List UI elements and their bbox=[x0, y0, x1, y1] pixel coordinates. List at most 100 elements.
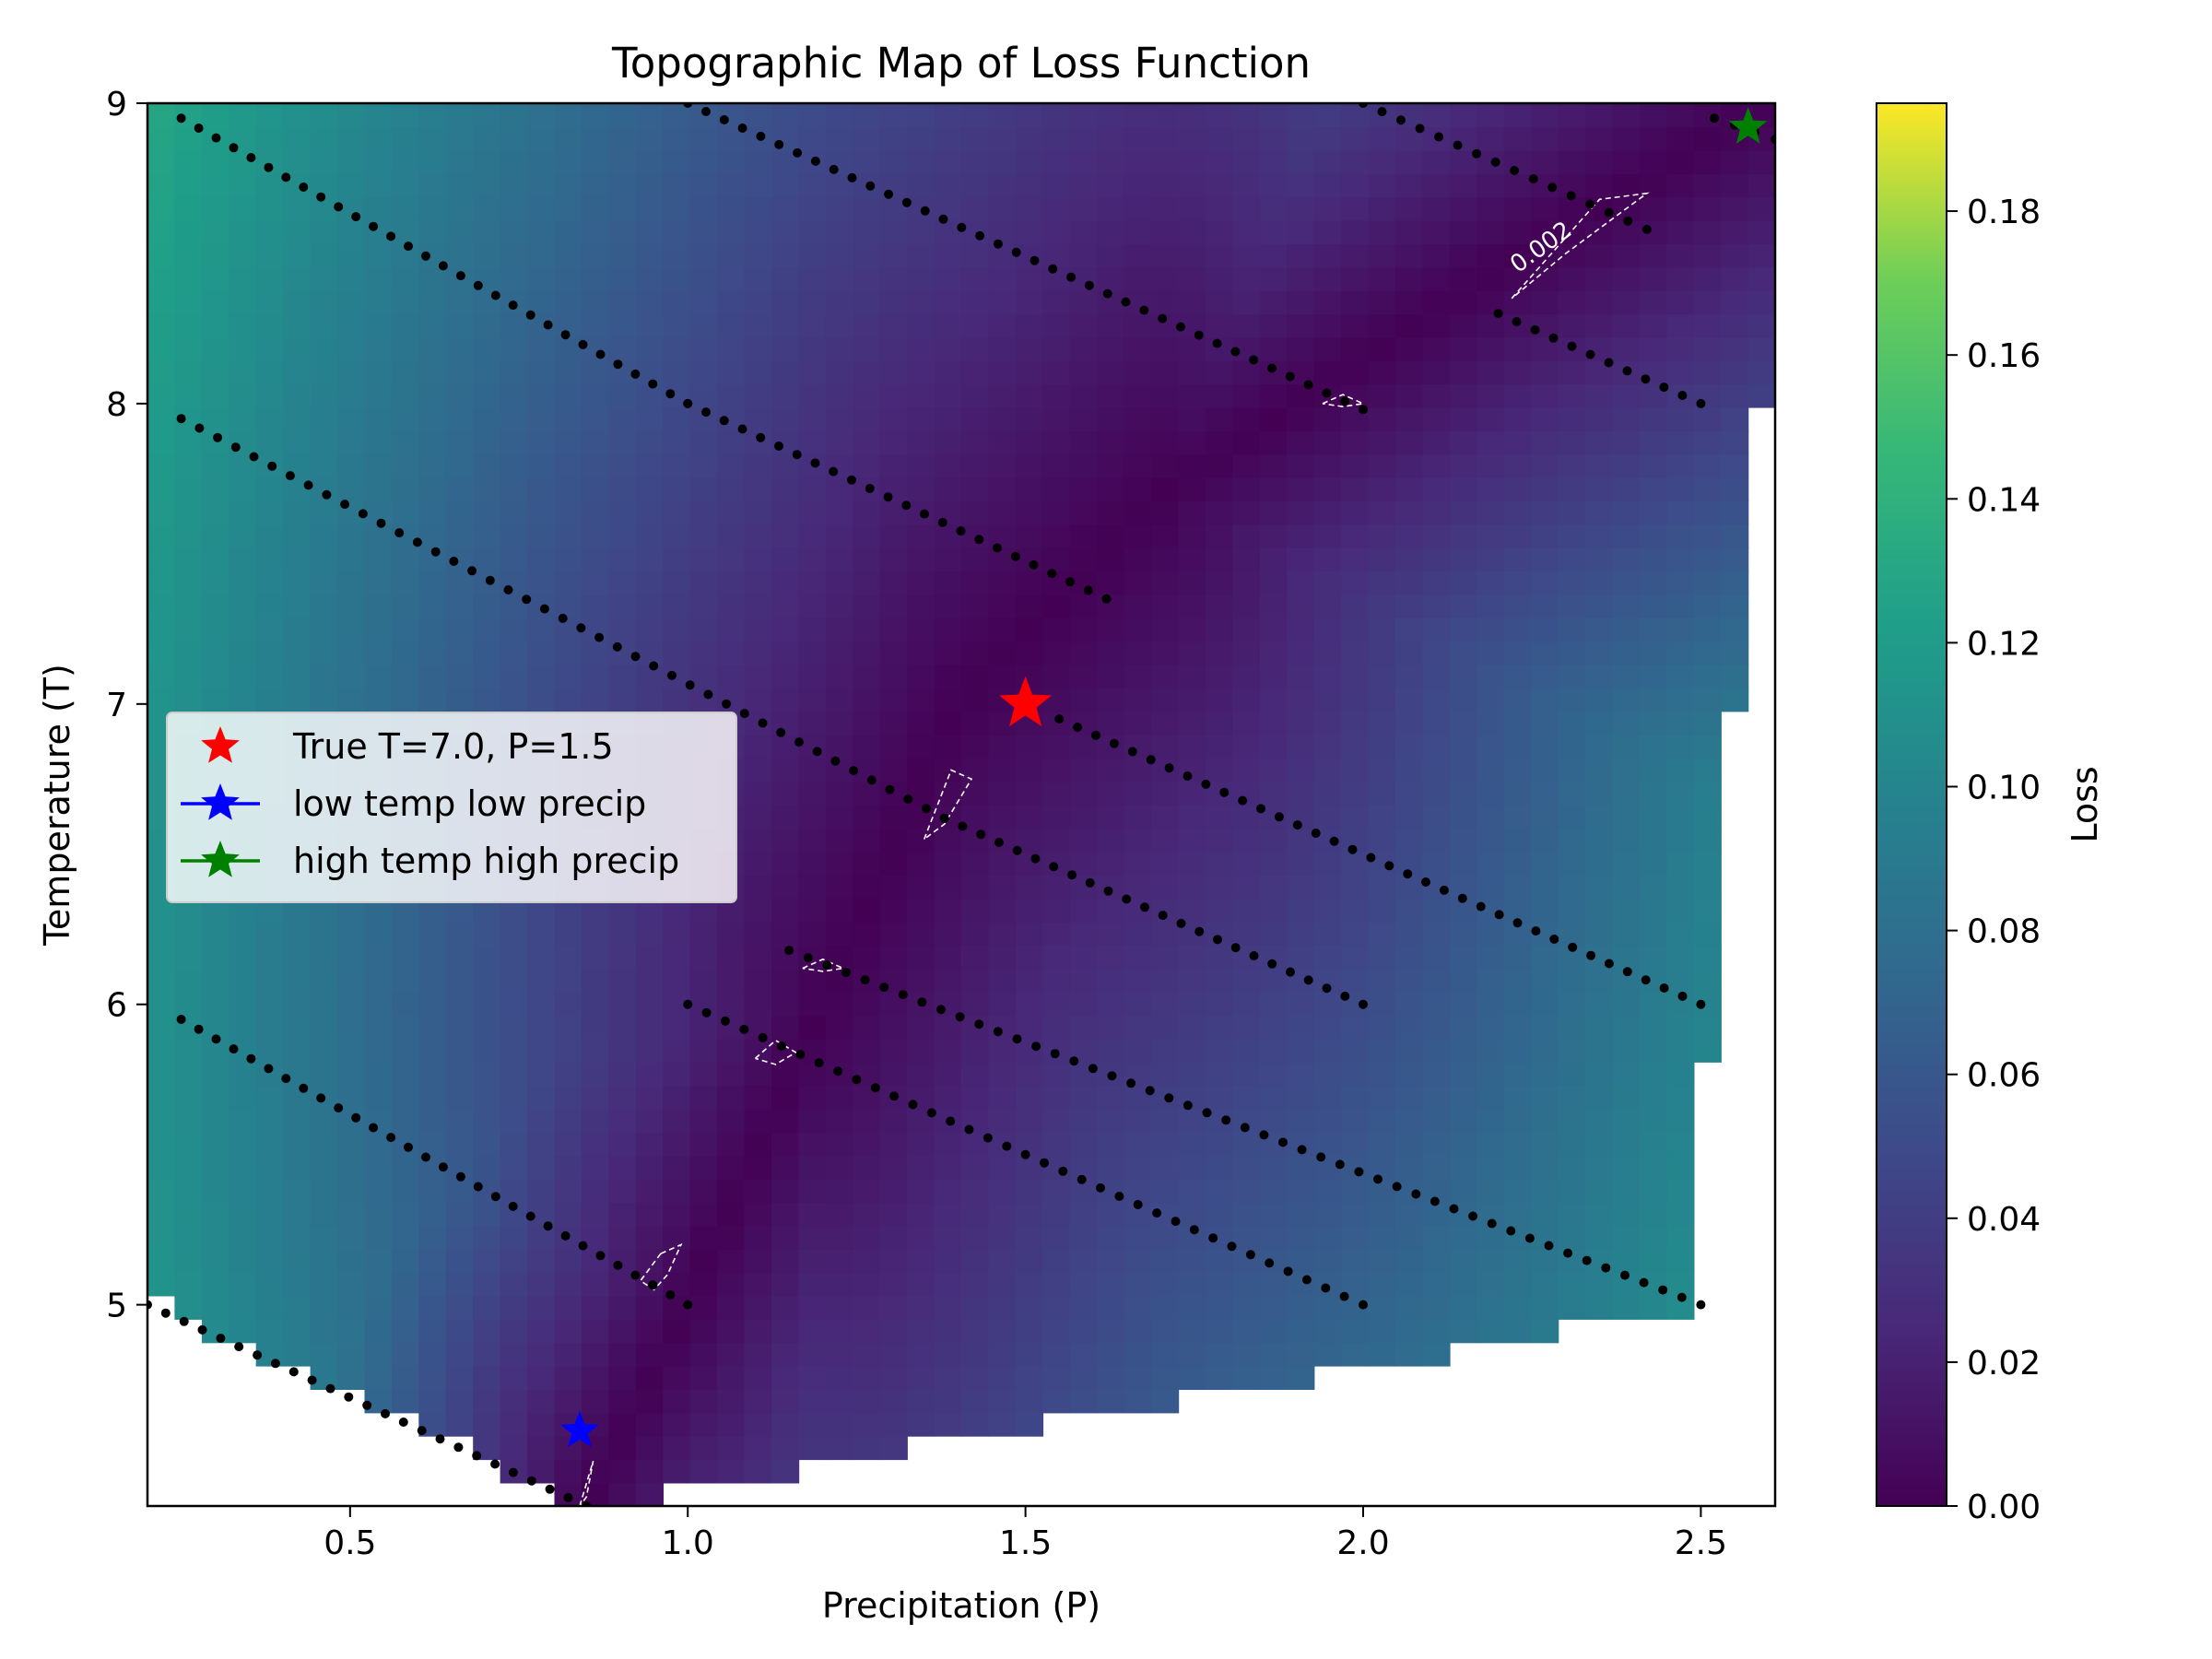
heat-cell bbox=[1449, 430, 1477, 455]
heat-cell bbox=[744, 945, 772, 970]
heat-cell bbox=[1558, 406, 1586, 431]
heat-cell bbox=[500, 688, 528, 712]
heat-cell bbox=[1612, 313, 1641, 338]
iteration-point bbox=[438, 261, 448, 271]
heat-cell bbox=[608, 406, 637, 431]
heat-cell bbox=[201, 1225, 230, 1250]
heat-cell bbox=[1612, 173, 1641, 198]
heat-cell bbox=[554, 173, 582, 198]
heat-cell bbox=[1639, 571, 1667, 595]
heat-cell bbox=[1232, 1038, 1261, 1063]
heat-cell bbox=[147, 477, 176, 502]
heat-cell bbox=[1693, 828, 1722, 853]
heat-cell bbox=[229, 968, 257, 993]
heat-cell bbox=[554, 921, 582, 946]
heat-cell bbox=[1232, 126, 1261, 151]
heat-cell bbox=[608, 313, 637, 338]
heat-cell bbox=[1259, 1085, 1288, 1110]
iteration-point bbox=[1622, 366, 1632, 376]
heat-cell bbox=[961, 711, 990, 735]
heat-cell bbox=[1585, 126, 1614, 151]
heat-cell bbox=[988, 336, 1017, 361]
heat-cell bbox=[961, 1038, 990, 1063]
heat-cell bbox=[879, 266, 908, 291]
heat-cell bbox=[1259, 688, 1288, 712]
iteration-point bbox=[1347, 844, 1358, 854]
iteration-point bbox=[194, 423, 205, 433]
heat-cell bbox=[1449, 945, 1477, 970]
heat-cell bbox=[418, 664, 447, 688]
heat-cell bbox=[1666, 219, 1695, 244]
heat-cell bbox=[445, 149, 474, 174]
heat-cell bbox=[1394, 664, 1424, 688]
heat-cell bbox=[879, 875, 908, 900]
heat-cell bbox=[1151, 805, 1180, 830]
iteration-point bbox=[865, 181, 876, 191]
heat-cell bbox=[1205, 477, 1234, 502]
heat-cell bbox=[907, 711, 935, 735]
heat-cell bbox=[853, 641, 881, 665]
heat-cell bbox=[934, 243, 962, 268]
heat-cell bbox=[364, 524, 393, 548]
heat-cell bbox=[879, 1272, 908, 1297]
heat-cell bbox=[554, 500, 582, 525]
heat-cell bbox=[1666, 1062, 1695, 1087]
heat-cell bbox=[1531, 875, 1559, 900]
heat-cell bbox=[364, 664, 393, 688]
heat-cell bbox=[1585, 406, 1614, 431]
heat-cell bbox=[771, 781, 800, 806]
heat-cell bbox=[635, 547, 664, 572]
heat-cell bbox=[1477, 991, 1505, 1017]
heat-cell bbox=[229, 1202, 257, 1227]
heat-cell bbox=[147, 430, 176, 455]
iteration-point bbox=[1073, 723, 1083, 732]
heat-cell bbox=[500, 1225, 528, 1250]
heat-cell bbox=[1558, 547, 1586, 572]
heat-cell bbox=[663, 945, 691, 970]
heat-cell bbox=[663, 500, 691, 525]
heat-cell bbox=[147, 196, 176, 221]
heat-cell bbox=[1124, 336, 1152, 361]
heat-cell bbox=[1612, 734, 1641, 759]
heat-cell bbox=[1069, 430, 1098, 455]
heat-cell bbox=[473, 406, 501, 431]
heat-cell bbox=[771, 1178, 800, 1204]
iteration-point bbox=[1322, 983, 1332, 994]
heat-cell bbox=[608, 1365, 637, 1390]
heat-cell bbox=[1666, 968, 1695, 993]
heat-cell bbox=[907, 641, 935, 665]
heat-cell bbox=[364, 1085, 393, 1110]
heat-cell bbox=[201, 688, 230, 712]
heat-cell bbox=[1477, 1015, 1505, 1040]
heat-cell bbox=[283, 1038, 312, 1063]
heat-cell bbox=[364, 1272, 393, 1297]
heat-cell bbox=[1639, 313, 1667, 338]
heat-cell bbox=[1368, 618, 1396, 642]
heat-cell bbox=[1042, 945, 1071, 970]
heat-cell bbox=[445, 1249, 474, 1274]
heat-cell bbox=[283, 1178, 312, 1204]
heat-cell bbox=[1639, 1132, 1667, 1157]
heat-cell bbox=[581, 664, 610, 688]
heat-cell bbox=[1287, 430, 1315, 455]
heat-cell bbox=[310, 149, 338, 174]
heat-cell bbox=[1721, 618, 1749, 642]
heat-cell bbox=[229, 921, 257, 946]
heat-cell bbox=[1259, 1155, 1288, 1180]
heat-cell bbox=[1341, 149, 1370, 174]
heat-cell bbox=[174, 173, 203, 198]
heat-cell bbox=[1069, 1342, 1098, 1367]
heat-cell bbox=[310, 1225, 338, 1250]
heat-cell bbox=[445, 243, 474, 268]
heat-cell bbox=[310, 173, 338, 198]
heat-cell bbox=[853, 103, 881, 128]
heat-cell bbox=[391, 1015, 420, 1040]
heat-cell bbox=[689, 618, 718, 642]
heat-cell bbox=[717, 173, 746, 198]
heat-cell bbox=[391, 1062, 420, 1087]
heat-cell bbox=[1693, 875, 1722, 900]
heat-cell bbox=[147, 453, 176, 478]
heat-cell bbox=[1151, 875, 1180, 900]
heat-cell bbox=[689, 1108, 718, 1133]
heat-cell bbox=[554, 126, 582, 151]
